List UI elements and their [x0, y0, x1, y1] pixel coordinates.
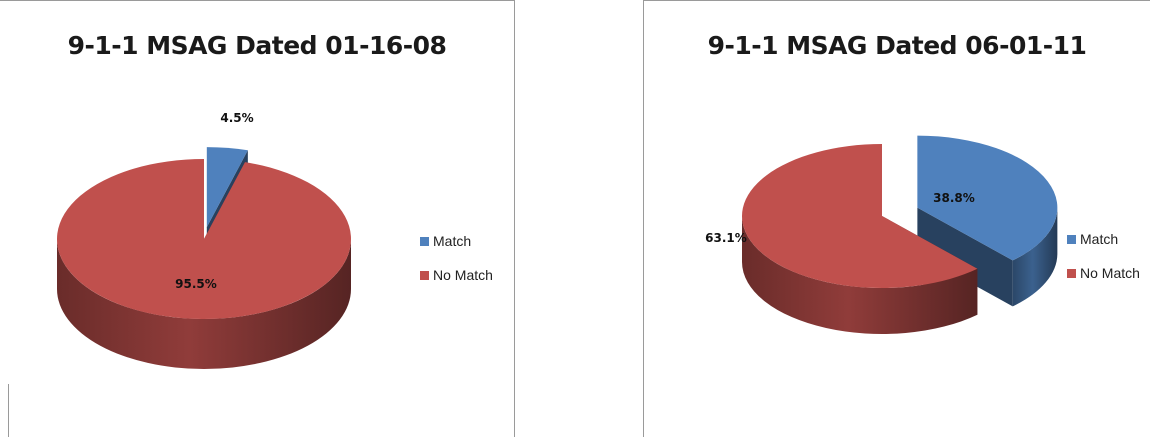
- legend-swatch-match: [420, 236, 429, 246]
- legend-swatch-no-match: [420, 270, 429, 280]
- legend-label: Match: [433, 233, 472, 249]
- chart-title: 9-1-1 MSAG Dated 01-16-08: [67, 31, 447, 60]
- legend: Match No Match: [1067, 230, 1140, 298]
- chart-title: 9-1-1 MSAG Dated 06-01-11: [707, 31, 1087, 60]
- legend-label: No Match: [433, 267, 493, 283]
- slice-no-match: [56, 159, 351, 320]
- data-label: 4.5%: [220, 111, 253, 125]
- data-label: 95.5%: [175, 277, 217, 291]
- pie-chart-2: 38.8% 63.1%: [705, 135, 1058, 335]
- legend-item-no-match: No Match: [1067, 264, 1140, 282]
- legend: Match No Match: [420, 232, 493, 300]
- slice-match: [917, 135, 1058, 261]
- legend-item-no-match: No Match: [420, 266, 493, 284]
- chart-panel-right: 9-1-1 MSAG Dated 06-01-11 38.8% 63.1% Mat…: [643, 0, 1150, 437]
- legend-label: No Match: [1080, 265, 1140, 281]
- chart-panel-left: 9-1-1 MSAG Dated 01-16-08 4.5% 95.5% Matc…: [0, 0, 515, 437]
- legend-swatch-no-match: [1067, 268, 1076, 278]
- pie-chart-1: 4.5% 95.5%: [56, 111, 351, 369]
- data-label: 63.1%: [705, 231, 747, 245]
- slice-rim-match: [1012, 207, 1058, 307]
- divider: [8, 384, 9, 437]
- legend-label: Match: [1080, 231, 1119, 247]
- legend-item-match: Match: [1067, 230, 1140, 248]
- slice-no-match: [742, 143, 978, 288]
- slice-side-match: [917, 207, 1013, 307]
- legend-swatch-match: [1067, 234, 1076, 244]
- slice-rim-no-match: [742, 216, 978, 335]
- data-label: 38.8%: [933, 191, 975, 205]
- slice-match: [206, 147, 248, 228]
- legend-item-match: Match: [420, 232, 493, 250]
- slice-rim-no-match: [57, 239, 351, 369]
